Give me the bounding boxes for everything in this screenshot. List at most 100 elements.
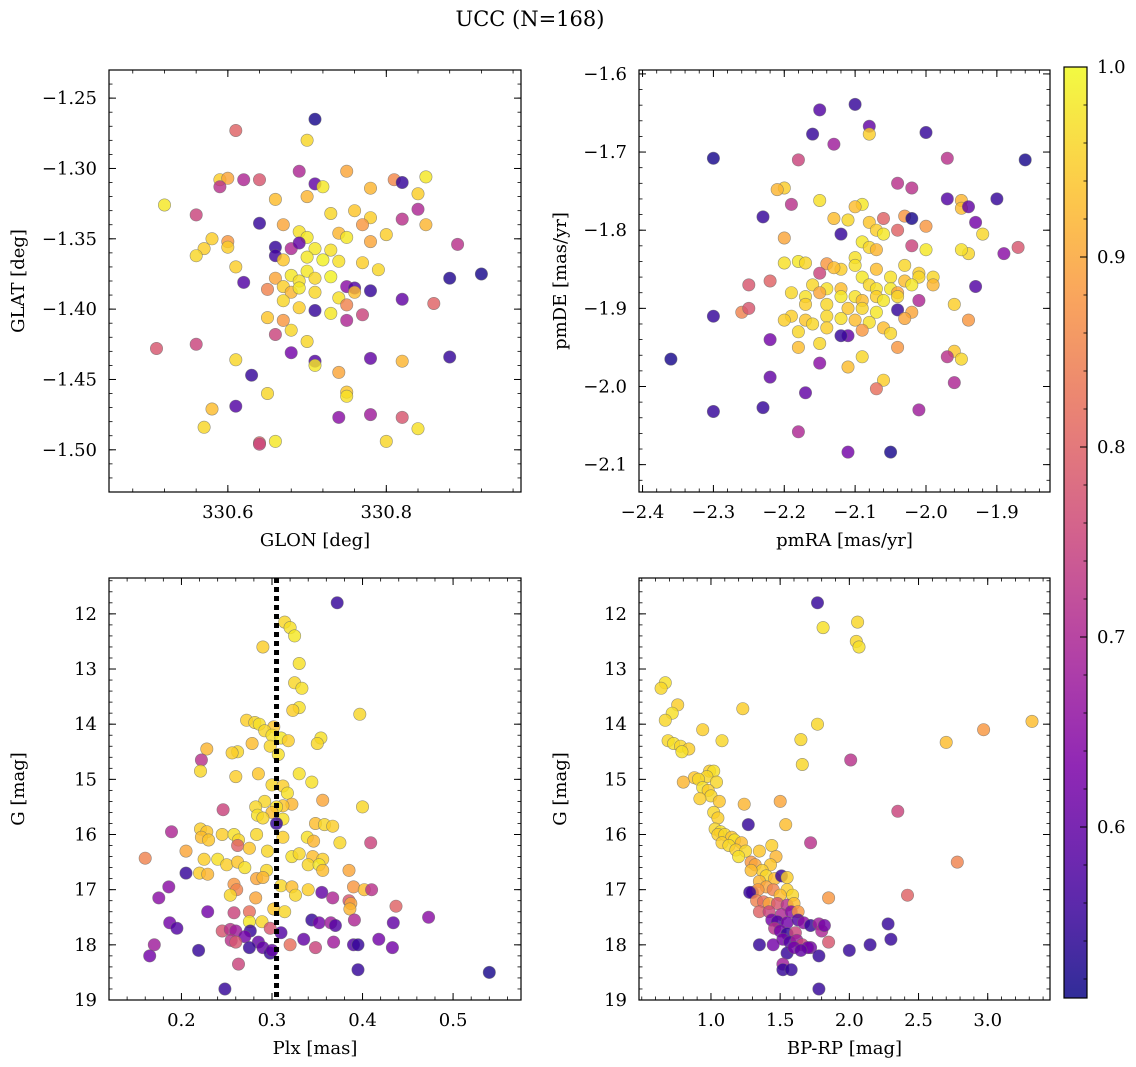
colorbar-tick-label: 0.7	[1097, 627, 1126, 648]
scatter-point	[307, 834, 321, 848]
scatter-point	[363, 284, 377, 298]
scatter-point	[308, 358, 322, 372]
scatter-point	[947, 297, 961, 311]
scatter-point	[876, 373, 890, 387]
scatter-point	[813, 194, 827, 208]
scatter-point	[363, 351, 377, 365]
scatter-point	[276, 218, 290, 232]
scatter-point	[940, 151, 954, 165]
scatter-point	[283, 938, 297, 952]
scatter-point	[950, 855, 964, 869]
scatter-point	[969, 279, 983, 293]
scatter-point	[881, 917, 895, 931]
scatter-point	[351, 938, 365, 952]
scatter-point	[813, 266, 827, 280]
scatter-point	[353, 707, 367, 721]
scatter-point	[249, 891, 263, 905]
scatter-point	[919, 219, 933, 233]
scatter-point	[891, 176, 905, 190]
scatter-point	[333, 836, 347, 850]
scatter-point	[834, 311, 848, 325]
y-tick-label: −1.6	[583, 64, 627, 85]
scatter-point	[232, 957, 246, 971]
scatter-point	[954, 352, 968, 366]
scatter-point	[227, 906, 241, 920]
scatter-point	[848, 97, 862, 111]
scatter-point	[741, 818, 755, 832]
scatter-point	[898, 311, 912, 325]
scatter-point	[268, 192, 282, 206]
scatter-point	[926, 278, 940, 292]
scatter-point	[152, 891, 166, 905]
scatter-point	[253, 173, 267, 187]
scatter-point	[891, 804, 905, 818]
scatter-point	[841, 301, 855, 315]
scatter-point	[812, 982, 826, 996]
scatter-points	[664, 97, 1032, 459]
scatter-point	[810, 596, 824, 610]
x-tick-label: −2.2	[762, 502, 806, 523]
scatter-point	[742, 278, 756, 292]
scatter-point	[326, 819, 340, 833]
scatter-point	[363, 181, 377, 195]
scatter-point	[827, 261, 841, 275]
scatter-point	[876, 212, 890, 226]
scatter-point	[328, 918, 342, 932]
scatter-point	[355, 800, 369, 814]
scatter-point	[281, 734, 295, 748]
scatter-point	[372, 932, 386, 946]
y-tick-label: −1.30	[42, 158, 97, 179]
scatter-point	[389, 899, 403, 913]
scatter-point	[308, 112, 322, 126]
scatter-point	[869, 382, 883, 396]
scatter-point	[268, 271, 282, 285]
scatter-point	[395, 176, 409, 190]
x-tick-label: 330.8	[361, 502, 413, 523]
scatter-point	[301, 858, 315, 872]
scatter-point	[869, 305, 883, 319]
scatter-point	[260, 844, 274, 858]
scatter-point	[201, 905, 215, 919]
scatter-point	[197, 420, 211, 434]
scatter-point	[419, 218, 433, 232]
subplot-4: 1.0 1.5 2.0 2.5 3.0 12 13 14 15 16 17 18 19 BP-RP [ma…	[550, 577, 1051, 1059]
axes-frame	[638, 577, 1051, 1001]
scatter-point	[379, 434, 393, 448]
colorbar-gradient	[1064, 67, 1087, 998]
y-tick-label: 19	[74, 990, 97, 1011]
scatter-point	[237, 173, 251, 187]
scatter-point	[340, 298, 354, 312]
y-tick-label: −2.1	[583, 455, 627, 476]
scatter-point	[340, 230, 354, 244]
y-tick-label: 14	[604, 714, 627, 735]
scatter-point	[229, 353, 243, 367]
scatter-point	[223, 888, 237, 902]
scatter-point	[791, 153, 805, 167]
scatter-point	[905, 239, 919, 253]
scatter-point	[752, 938, 766, 952]
y-tick-label: −1.25	[42, 88, 97, 109]
scatter-point	[784, 286, 798, 300]
scatter-point	[326, 891, 340, 905]
scatter-point	[138, 851, 152, 865]
scatter-point	[355, 218, 369, 232]
scatter-points	[138, 596, 496, 996]
colorbar-tick-label: 1.0	[1097, 57, 1126, 78]
scatter-point	[763, 333, 777, 347]
scatter-point	[308, 941, 322, 955]
scatter-point	[170, 921, 184, 935]
x-tick-label: 0.2	[167, 1010, 196, 1031]
scatter-point	[784, 963, 798, 977]
y-tick-label: −1.7	[583, 142, 627, 163]
scatter-point	[675, 745, 689, 759]
scatter-point	[162, 880, 176, 894]
scatter-point	[763, 370, 777, 384]
scatter-point	[961, 200, 975, 214]
scatter-point	[891, 223, 905, 237]
subplot-3: 0.2 0.3 0.4 0.5 12 13 14 15 16 17 18 19 Plx [mas] G […	[8, 577, 522, 1059]
x-tick-label: 2.0	[835, 1010, 864, 1031]
scatter-point	[813, 336, 827, 350]
scatter-point	[288, 629, 302, 643]
subplots: 330.6 330.8 −1.25 −1.30 −1.35 −1.40 −1.45 −1.50…	[8, 64, 1051, 1059]
scatter-point	[363, 235, 377, 249]
